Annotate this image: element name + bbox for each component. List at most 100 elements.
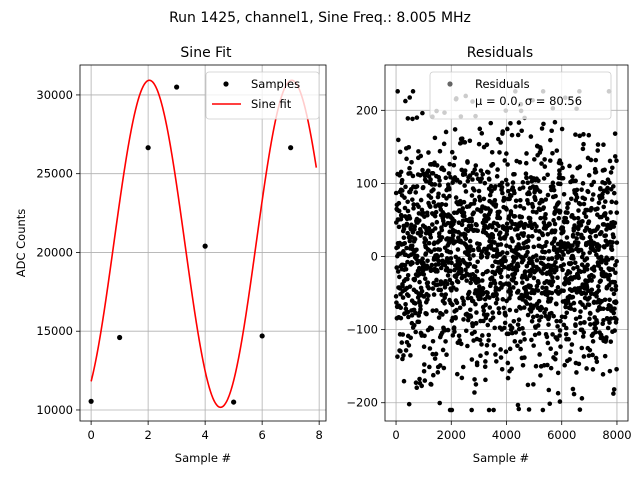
residual-point xyxy=(502,264,507,270)
residual-point xyxy=(584,267,590,272)
residual-point xyxy=(485,268,490,274)
residual-point xyxy=(480,271,486,277)
residual-point xyxy=(490,224,495,230)
residual-point xyxy=(403,98,408,104)
residual-point xyxy=(401,235,407,240)
residual-point xyxy=(507,296,512,301)
sine-fit-ytick-label: 25000 xyxy=(36,167,73,181)
residual-point xyxy=(536,298,542,304)
residual-point xyxy=(393,294,399,299)
sine-fit-ytick-label: 30000 xyxy=(36,88,73,102)
residual-point xyxy=(477,337,483,343)
residual-point xyxy=(589,287,595,293)
residual-point xyxy=(505,182,510,187)
residual-point xyxy=(479,176,484,181)
sample-point xyxy=(288,145,294,151)
residual-point xyxy=(437,148,443,154)
residual-point xyxy=(421,368,427,374)
residual-point xyxy=(556,200,561,205)
residual-point xyxy=(549,290,555,296)
residual-point xyxy=(396,137,401,143)
residual-point xyxy=(448,268,453,274)
residual-point xyxy=(587,316,592,322)
residual-point xyxy=(403,306,409,312)
residual-point xyxy=(402,240,408,246)
residual-point xyxy=(514,267,520,273)
residual-point xyxy=(395,269,401,274)
residual-point xyxy=(550,275,555,280)
residual-point xyxy=(400,332,406,337)
residual-point xyxy=(571,215,577,221)
residual-point xyxy=(532,157,537,162)
residual-point xyxy=(530,314,536,320)
sample-point xyxy=(231,399,237,405)
residual-point xyxy=(557,399,563,404)
residual-point xyxy=(543,307,549,312)
residual-point xyxy=(517,203,523,209)
residual-point xyxy=(441,365,447,371)
residual-point xyxy=(480,172,486,177)
residual-point xyxy=(557,208,563,214)
residual-point xyxy=(489,149,495,155)
residual-point xyxy=(497,209,502,215)
residual-point xyxy=(499,180,505,186)
residual-point xyxy=(433,351,439,357)
residual-point xyxy=(499,184,505,190)
residual-point xyxy=(460,206,466,211)
residual-point xyxy=(404,156,409,162)
residual-point xyxy=(504,243,509,249)
sample-point xyxy=(174,84,180,90)
residual-point xyxy=(589,205,594,211)
residual-point xyxy=(605,189,610,195)
residual-point xyxy=(528,283,533,289)
residual-point xyxy=(524,151,529,156)
residual-point xyxy=(545,232,551,237)
residual-point xyxy=(402,205,408,211)
residual-point xyxy=(555,285,561,290)
residual-point xyxy=(418,197,424,203)
residual-point xyxy=(405,199,411,205)
residual-point xyxy=(448,250,454,255)
residual-point xyxy=(542,249,548,255)
residual-point xyxy=(513,308,519,314)
residual-point xyxy=(573,178,578,184)
residual-point xyxy=(463,328,469,334)
residual-point xyxy=(573,316,579,322)
residual-point xyxy=(563,215,569,221)
residual-point xyxy=(409,159,414,165)
residual-point xyxy=(436,315,442,320)
residual-point xyxy=(573,323,578,328)
residuals-xtick-label: 6000 xyxy=(547,428,576,442)
residual-point xyxy=(515,132,521,138)
residual-point xyxy=(603,260,609,266)
residual-point xyxy=(462,140,468,145)
residual-point xyxy=(575,231,580,237)
residual-point xyxy=(432,135,438,141)
residual-point xyxy=(546,314,552,320)
residual-point xyxy=(427,364,432,370)
residual-point xyxy=(554,318,559,324)
residual-point xyxy=(416,204,421,209)
residual-point xyxy=(413,380,419,386)
residual-point xyxy=(611,310,617,316)
residual-point xyxy=(455,279,461,285)
residual-point xyxy=(585,189,591,195)
residual-point xyxy=(576,275,581,281)
residual-point xyxy=(479,254,485,259)
residual-point xyxy=(541,205,547,210)
residual-point xyxy=(409,313,415,318)
residual-point xyxy=(397,149,403,155)
legend-samples-marker xyxy=(223,81,229,87)
residual-point xyxy=(459,136,465,141)
sine-fit-ticks: 0 2 4 6 8 10000 15000 20000 25000 30000 xyxy=(36,88,322,442)
residual-point xyxy=(498,242,504,247)
residual-point xyxy=(536,318,542,323)
residual-point xyxy=(607,320,612,325)
residual-point xyxy=(501,305,507,311)
residual-point xyxy=(540,270,545,276)
residual-point xyxy=(494,248,500,253)
residual-point xyxy=(561,322,567,328)
residual-point xyxy=(550,150,555,156)
residual-point xyxy=(584,207,590,213)
residual-point xyxy=(505,375,511,381)
